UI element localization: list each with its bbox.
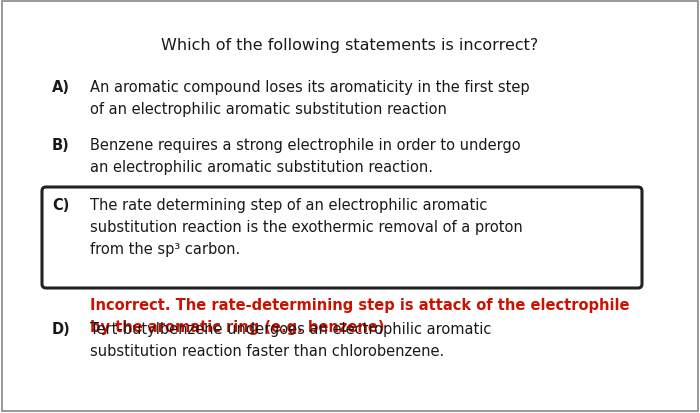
Text: D): D) — [52, 321, 71, 336]
Text: Which of the following statements is incorrect?: Which of the following statements is inc… — [162, 38, 538, 53]
Text: An aromatic compound loses its aromaticity in the first step: An aromatic compound loses its aromatici… — [90, 80, 530, 95]
Text: substitution reaction is the exothermic removal of a proton: substitution reaction is the exothermic … — [90, 219, 523, 235]
Text: by the aromatic ring (e.g. benzene): by the aromatic ring (e.g. benzene) — [90, 319, 384, 334]
Text: C): C) — [52, 197, 69, 212]
Text: Tert-butylbenzene undergoes an electrophilic aromatic: Tert-butylbenzene undergoes an electroph… — [90, 321, 491, 336]
Text: B): B) — [52, 138, 70, 153]
Text: an electrophilic aromatic substitution reaction.: an electrophilic aromatic substitution r… — [90, 159, 433, 175]
Text: substitution reaction faster than chlorobenzene.: substitution reaction faster than chloro… — [90, 343, 444, 358]
Text: The rate determining step of an electrophilic aromatic: The rate determining step of an electrop… — [90, 197, 487, 212]
FancyBboxPatch shape — [42, 188, 642, 288]
Text: Incorrect. The rate-determining step is attack of the electrophile: Incorrect. The rate-determining step is … — [90, 297, 629, 312]
Text: of an electrophilic aromatic substitution reaction: of an electrophilic aromatic substitutio… — [90, 102, 447, 117]
Text: A): A) — [52, 80, 70, 95]
Text: from the sp³ carbon.: from the sp³ carbon. — [90, 242, 240, 256]
Text: Benzene requires a strong electrophile in order to undergo: Benzene requires a strong electrophile i… — [90, 138, 521, 153]
